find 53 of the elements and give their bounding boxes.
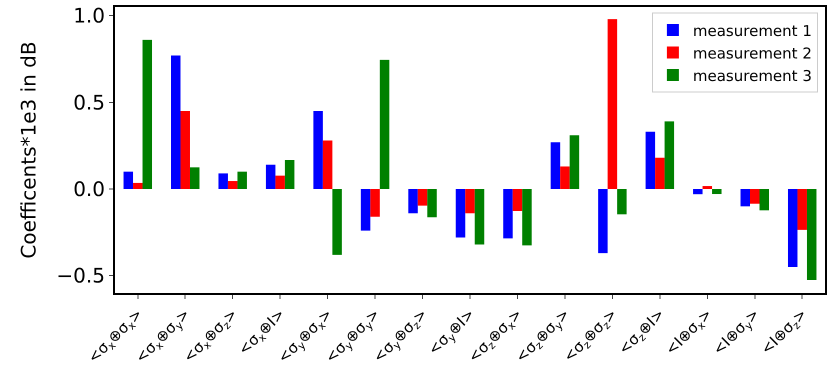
bar xyxy=(608,19,618,189)
bar xyxy=(218,173,228,189)
bar xyxy=(313,111,323,189)
bar xyxy=(806,189,816,280)
bar xyxy=(664,121,674,189)
bar xyxy=(598,189,608,254)
bar xyxy=(124,172,134,189)
legend-label: measurement 3 xyxy=(692,66,812,85)
bar xyxy=(332,189,342,255)
bar xyxy=(228,181,238,189)
bar xyxy=(171,56,180,189)
bar xyxy=(418,189,428,206)
bar xyxy=(180,111,190,189)
bar xyxy=(322,140,332,189)
legend-label: measurement 2 xyxy=(692,44,812,62)
bar xyxy=(646,132,656,189)
bar xyxy=(550,142,560,189)
bar xyxy=(740,189,750,206)
y-tick-label: −0.5 xyxy=(56,264,105,288)
bar xyxy=(702,186,712,189)
bar xyxy=(560,166,570,189)
bar xyxy=(456,189,466,238)
bar xyxy=(133,182,143,189)
bar xyxy=(512,189,522,212)
y-axis-title: Coefficents*1e3 in dB xyxy=(16,41,40,259)
bar xyxy=(693,189,703,194)
bar xyxy=(380,60,390,189)
bar xyxy=(142,40,152,189)
bar xyxy=(655,158,665,189)
bar xyxy=(788,189,798,267)
bar xyxy=(503,189,513,238)
bar xyxy=(190,167,200,189)
bar xyxy=(408,189,418,214)
bar xyxy=(284,160,294,189)
bar xyxy=(275,176,285,189)
bar xyxy=(797,189,807,230)
bar xyxy=(474,189,484,244)
bar xyxy=(617,189,627,214)
bar xyxy=(360,189,370,231)
bar xyxy=(465,189,475,214)
bar xyxy=(427,189,437,218)
y-tick-label: 0.0 xyxy=(73,177,105,201)
bar xyxy=(266,164,276,189)
bar xyxy=(570,135,580,189)
bar xyxy=(237,172,247,189)
bar xyxy=(370,189,380,217)
bar xyxy=(750,189,760,204)
y-tick-label: 0.5 xyxy=(73,90,105,114)
bar xyxy=(712,189,722,194)
y-tick-label: 1.0 xyxy=(73,4,105,28)
bar xyxy=(760,189,769,210)
legend-label: measurement 1 xyxy=(692,22,812,40)
bar xyxy=(522,189,532,246)
